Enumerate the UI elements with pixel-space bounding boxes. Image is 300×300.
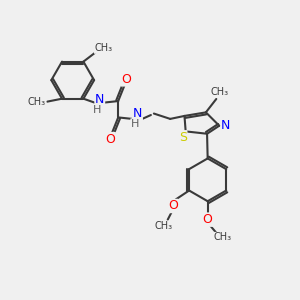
Text: H: H (131, 119, 139, 129)
Text: H: H (93, 105, 102, 115)
Text: O: O (168, 200, 178, 212)
Text: N: N (95, 93, 104, 106)
Text: N: N (133, 107, 142, 120)
Text: O: O (105, 133, 115, 146)
Text: CH₃: CH₃ (214, 232, 232, 242)
Text: CH₃: CH₃ (94, 43, 113, 53)
Text: CH₃: CH₃ (210, 87, 228, 97)
Text: N: N (221, 119, 230, 132)
Text: CH₃: CH₃ (155, 221, 173, 231)
Text: O: O (203, 213, 213, 226)
Text: CH₃: CH₃ (28, 97, 46, 107)
Text: O: O (121, 73, 131, 86)
Text: S: S (179, 131, 187, 144)
